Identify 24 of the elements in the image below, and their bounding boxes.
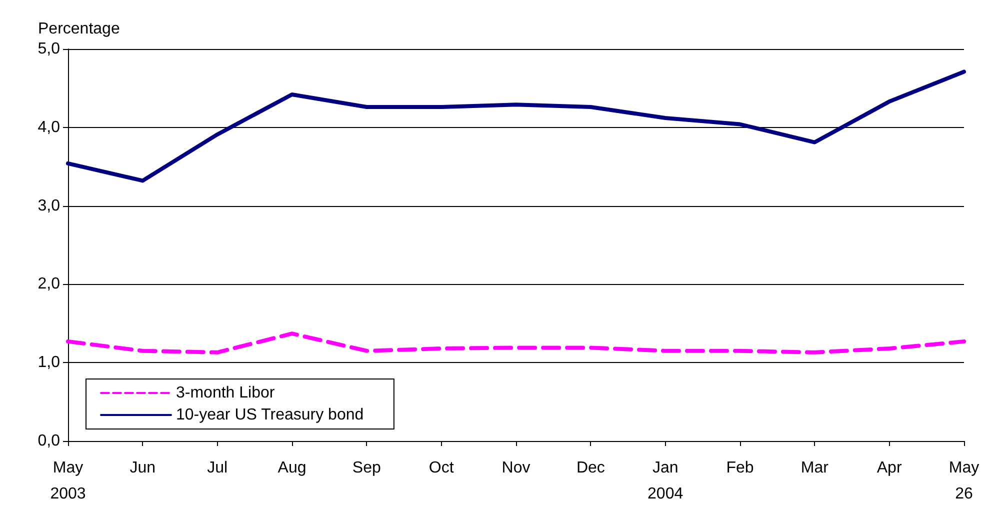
x-tick-label: May 2003 — [50, 460, 86, 502]
x-tick-label: Feb — [726, 460, 754, 476]
y-tick-label: 5,0 — [38, 40, 60, 58]
x-tick-label: Jul — [207, 460, 228, 476]
line-series — [66, 70, 966, 183]
y-axis-title: Percentage — [38, 20, 120, 38]
x-tick-label: Apr — [876, 460, 902, 476]
x-tick-label: Mar — [800, 460, 830, 476]
x-tick-label: Sep — [352, 460, 382, 476]
y-tick-label: 0,0 — [38, 432, 60, 450]
y-tick-label: 2,0 — [38, 276, 60, 293]
x-tick-label: Jan 2004 — [648, 460, 684, 502]
x-tick-label: Oct — [428, 460, 454, 476]
legend-label: 3-month Libor — [176, 384, 276, 402]
y-tick-label: 4,0 — [38, 118, 60, 136]
x-tick-label: Aug — [278, 460, 306, 476]
x-tick-label: May 26 — [948, 460, 980, 502]
y-tick-label: 1,0 — [38, 354, 60, 372]
x-tick-label: Jun — [130, 460, 156, 476]
x-tick-label: Nov — [502, 460, 530, 476]
x-tick-label: Dec — [576, 460, 605, 476]
line-series — [66, 332, 966, 354]
y-tick-label: 3,0 — [38, 197, 60, 214]
legend-label: 10-year US Treasury bond — [176, 406, 364, 424]
